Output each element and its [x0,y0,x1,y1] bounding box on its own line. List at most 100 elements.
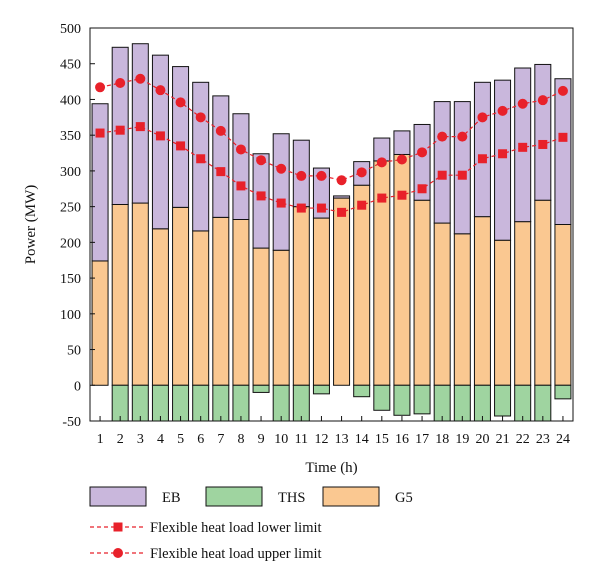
bar-ths [212,384,230,422]
x-tick-label: 5 [177,432,184,447]
bar-eb [534,63,552,201]
bar-ths [473,384,491,422]
line-lower-limit [99,125,564,213]
bar-ths [192,384,210,422]
x-tick-label: 13 [335,432,349,447]
bar-g5 [333,197,351,386]
lines-layer [95,73,568,217]
bar-eb [212,95,230,218]
bar-ths [292,384,310,422]
marker-upper-limit [396,154,407,165]
x-tick-label: 21 [496,432,510,447]
bar-g5 [473,216,491,386]
bar-ths [272,384,290,422]
legend-eb-swatch [89,486,147,507]
bar-g5 [111,203,129,386]
legend-ths-swatch [205,486,263,507]
bar-ths [312,384,330,395]
marker-upper-limit [155,85,166,96]
bar-eb [473,81,491,218]
y-tick-label: 250 [60,201,81,216]
marker-lower-limit [176,141,186,151]
marker-upper-limit [175,97,186,108]
bar-ths [453,384,471,422]
marker-lower-limit [417,184,427,194]
bar-ths [514,384,532,422]
x-tick-label: 10 [274,432,288,447]
bar-g5 [292,206,310,386]
bar-g5 [514,221,532,386]
x-tick-label: 1 [97,432,104,447]
bar-ths [131,384,149,422]
bar-eb [453,101,471,235]
marker-upper-limit [195,112,206,123]
bar-g5 [212,216,230,386]
bar-g5 [131,202,149,386]
bar-ths [111,384,129,422]
marker-upper-limit [95,82,106,93]
y-tick-label: 50 [67,344,81,359]
bar-eb [413,123,431,201]
y-tick-label: 450 [60,58,81,73]
marker-upper-limit [557,85,568,96]
x-tick-label: 23 [536,432,550,447]
bar-eb [554,78,572,225]
y-tick-label: 400 [60,93,81,108]
legend-lower-limit-label: Flexible heat load lower limit [150,520,322,536]
plot-frame [89,27,574,422]
marker-lower-limit [477,154,487,164]
bar-ths [151,384,169,422]
marker-lower-limit [276,198,286,208]
marker-lower-limit [155,131,165,141]
marker-upper-limit [457,131,468,142]
y-tick-label: 150 [60,272,81,287]
y-tick-label: 300 [60,165,81,180]
bars-layer [91,43,572,422]
marker-lower-limit [135,122,145,132]
legend-g5-swatch [322,486,380,507]
bar-eb [232,113,250,220]
y-tick-label: 100 [60,308,81,323]
legend-ths-label: THS [278,490,305,506]
marker-upper-limit [517,98,528,109]
bar-g5 [232,218,250,386]
marker-upper-limit [356,167,367,178]
marker-lower-limit [377,193,387,203]
bar-g5 [413,199,431,386]
x-tick-label: 24 [556,432,570,447]
marker-lower-limit [518,142,528,152]
x-tick-label: 18 [435,432,449,447]
bar-eb [494,79,512,241]
bar-ths [433,384,451,422]
marker-lower-limit [357,200,367,210]
marker-upper-limit [437,131,448,142]
bar-eb [252,153,270,249]
bar-eb [393,130,411,155]
marker-lower-limit [256,191,266,201]
marker-upper-limit [316,170,327,181]
x-tick-label: 9 [258,432,265,447]
marker-lower-limit [115,125,125,135]
y-tick-label: 350 [60,129,81,144]
x-tick-label: 17 [415,432,429,447]
marker-upper-limit [296,170,307,181]
bar-g5 [91,260,109,386]
bar-ths [252,384,270,393]
x-tick-label: 3 [137,432,144,447]
bar-eb [433,101,451,224]
bar-g5 [151,228,169,386]
bar-g5 [312,217,330,386]
bar-eb [272,133,290,251]
marker-upper-limit [235,144,246,155]
bar-ths [494,384,512,417]
y-tick-label: -50 [62,415,81,430]
marker-upper-limit [417,147,428,158]
x-axis-title: Time (h) [305,460,357,476]
line-upper-limit [99,78,564,181]
bar-g5 [534,199,552,386]
marker-upper-limit [276,163,287,174]
y-tick-label: 200 [60,236,81,251]
marker-upper-limit [215,125,226,136]
marker-lower-limit [95,128,105,138]
